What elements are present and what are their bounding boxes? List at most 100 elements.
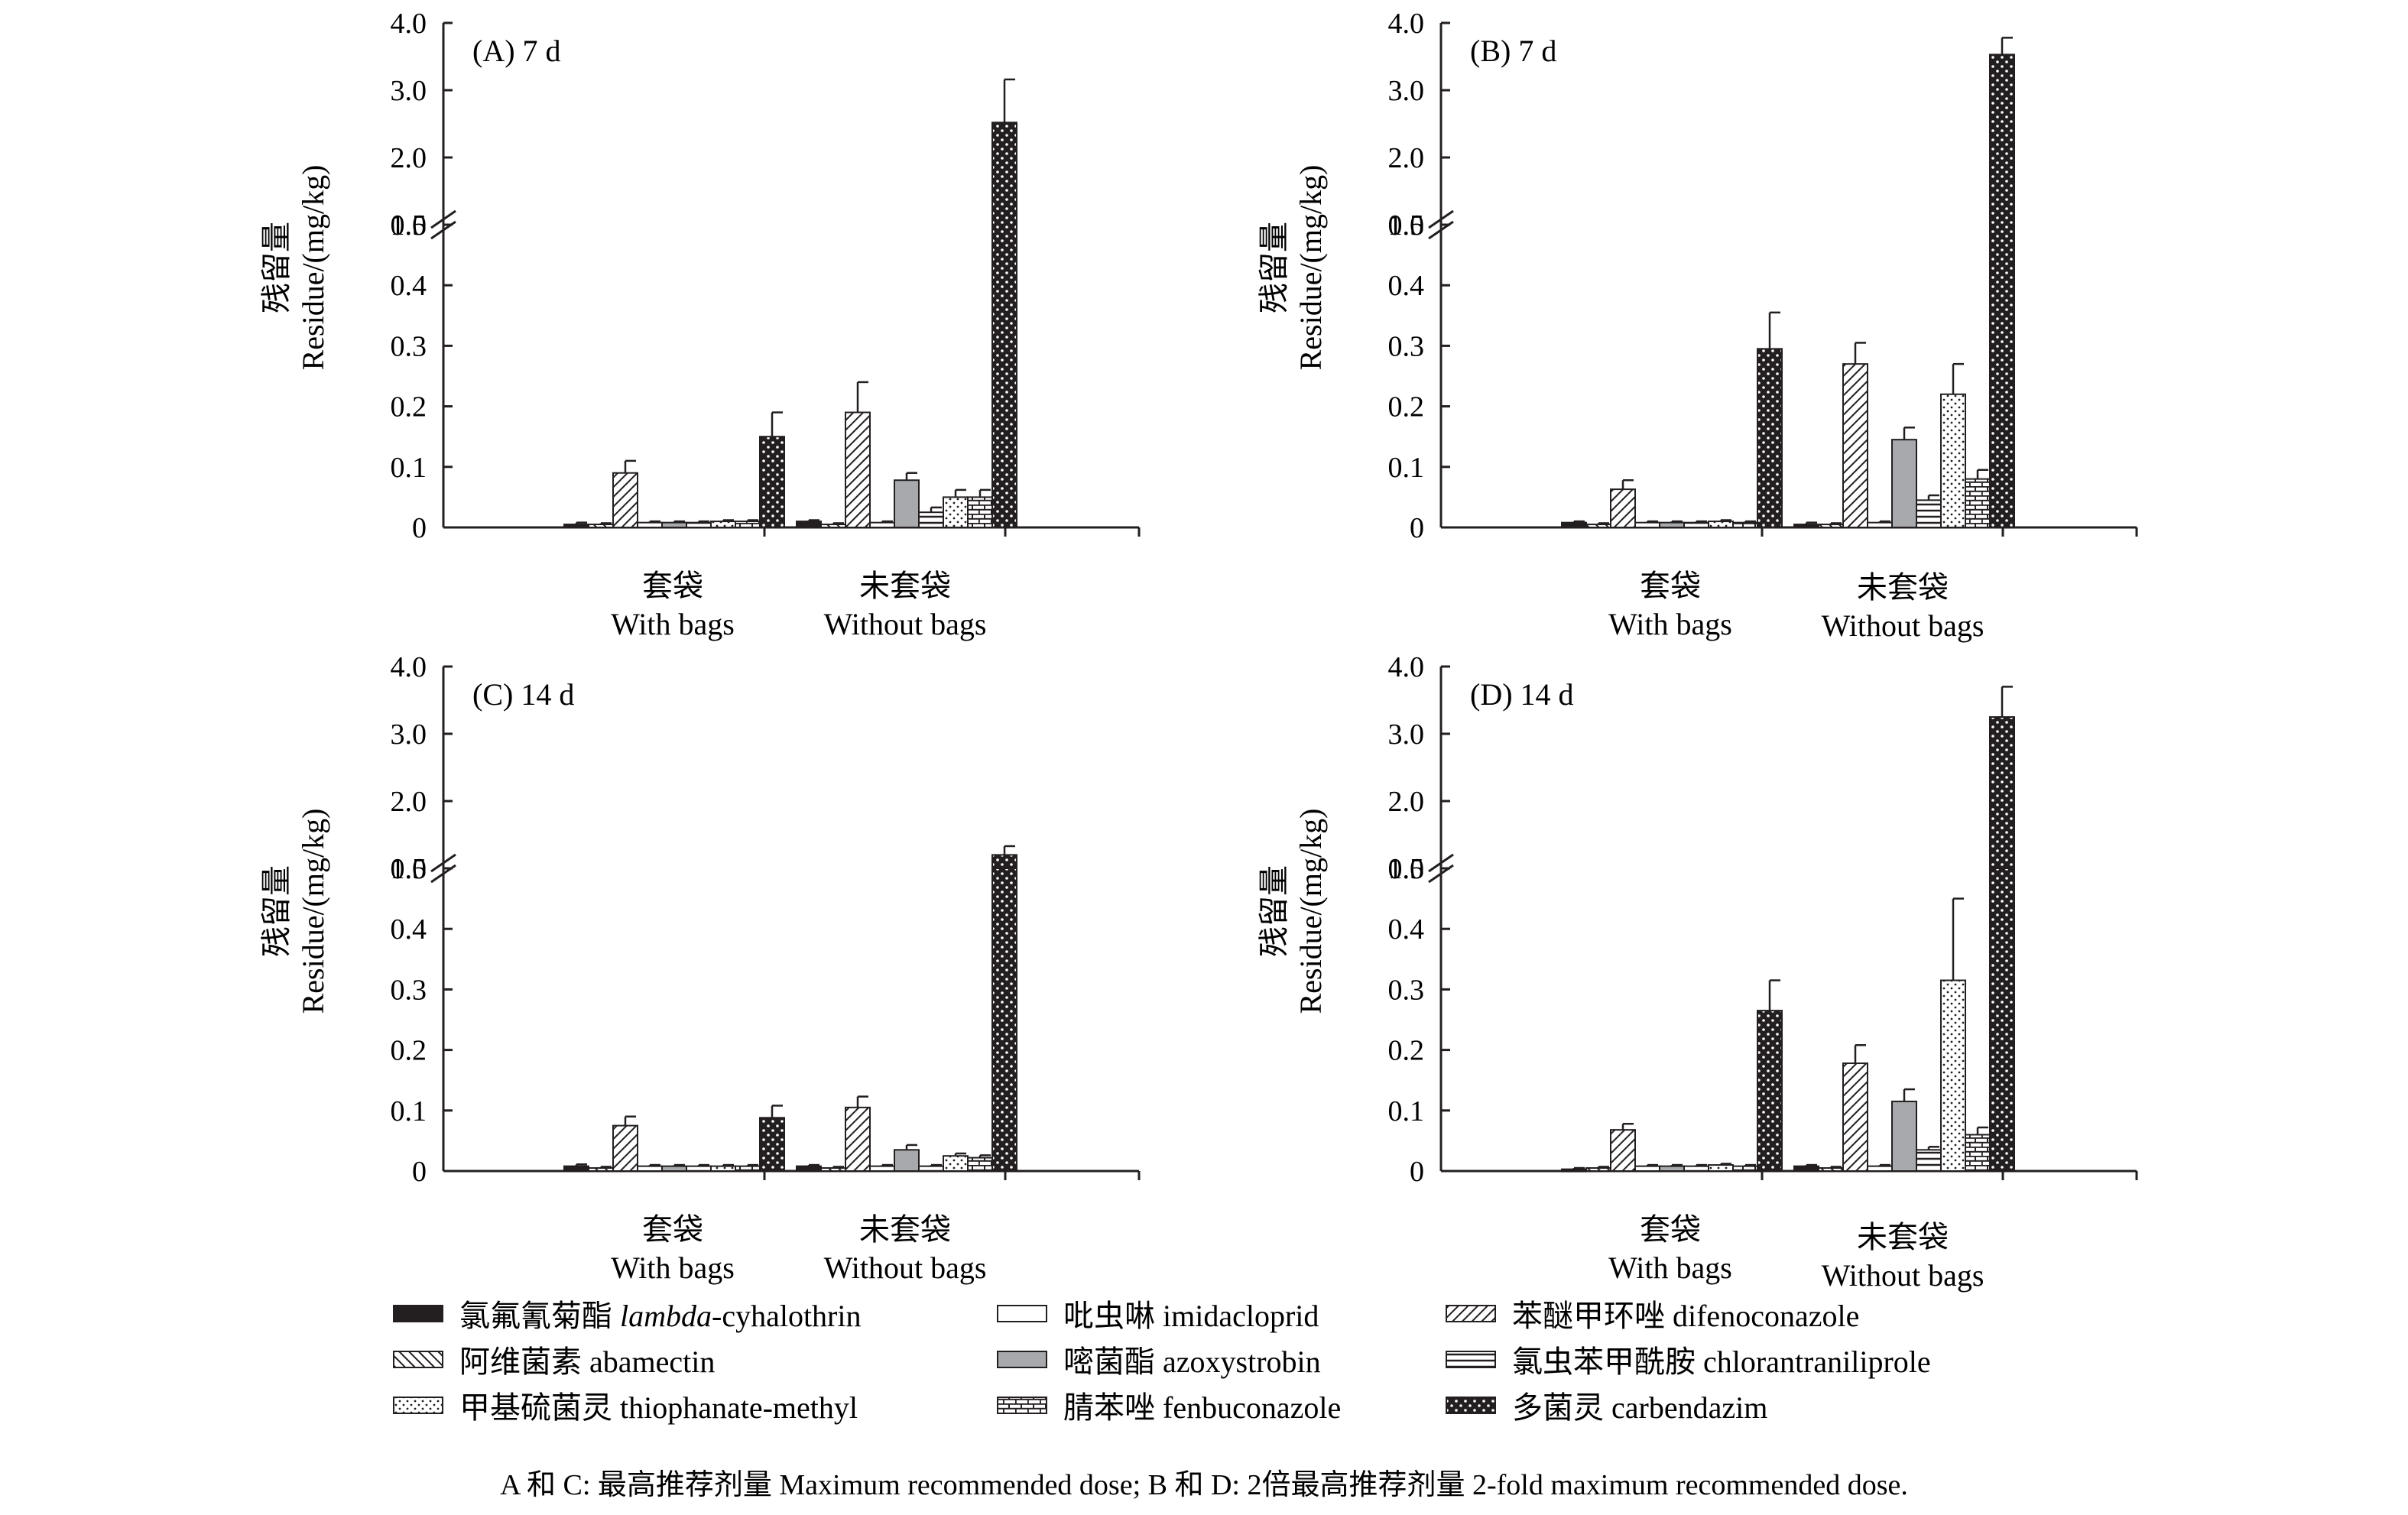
bar bbox=[1940, 979, 1966, 1173]
chart-panel-d: 0 0.1 0.2 0.3 0.4 0.51.0 2.0 3.0 4.0 残留量 Residue/(… bbox=[1257, 651, 2138, 1293]
bar bbox=[1965, 1134, 1991, 1172]
bar bbox=[1867, 1165, 1893, 1172]
y-tick-label: 4.0 bbox=[1388, 651, 1425, 683]
y-axis-title-en: Residue/(mg/kg) bbox=[296, 165, 330, 371]
y-axis-title-zh: 残留量 bbox=[259, 222, 294, 313]
y-axis-title-en: Residue/(mg/kg) bbox=[1293, 165, 1328, 371]
bar bbox=[991, 224, 1017, 528]
legend-swatch bbox=[997, 1397, 1047, 1414]
bar bbox=[943, 496, 969, 529]
bar bbox=[796, 521, 822, 529]
y-tick-label: 0.4 bbox=[1388, 913, 1425, 946]
y-tick-label: 0.4 bbox=[391, 270, 427, 302]
legend-swatch bbox=[393, 1305, 443, 1322]
category-label-zh: 套袋 bbox=[642, 569, 703, 603]
y-tick-label: 2.0 bbox=[1388, 142, 1425, 174]
bar bbox=[1732, 1165, 1758, 1172]
legend-item: 氯氟氰菊酯 lambda-cyhalothrin bbox=[393, 1299, 862, 1333]
category-label-zh: 未套袋 bbox=[859, 1212, 951, 1247]
bar bbox=[1965, 478, 1991, 529]
bar bbox=[894, 1149, 920, 1173]
y-tick-label: 2.0 bbox=[391, 142, 427, 174]
y-tick-label: 1.0 bbox=[1388, 853, 1425, 885]
bar bbox=[820, 524, 846, 528]
bar bbox=[686, 1165, 712, 1172]
y-tick-label: 1.0 bbox=[391, 209, 427, 242]
y-tick-label: 0 bbox=[412, 1156, 427, 1188]
chart-panel-c: 0 0.1 0.2 0.3 0.4 0.51.0 2.0 3.0 4.0 残留量 Residue/(… bbox=[259, 651, 1141, 1285]
bar bbox=[1683, 1165, 1709, 1172]
bar bbox=[1585, 1167, 1611, 1173]
bar bbox=[1989, 224, 2015, 528]
y-tick-label: 0.2 bbox=[1388, 391, 1425, 423]
y-axis-title-zh: 残留量 bbox=[1257, 222, 1291, 313]
bar bbox=[637, 521, 663, 529]
bar bbox=[1561, 1168, 1587, 1173]
legend-item: 吡虫啉 imidacloprid bbox=[997, 1299, 1319, 1333]
bar bbox=[735, 521, 761, 529]
bar bbox=[759, 436, 785, 529]
bar bbox=[1708, 1164, 1734, 1172]
legend-label: 多菌灵 carbendazim bbox=[1512, 1390, 1767, 1425]
y-tick-label: 0.2 bbox=[1388, 1035, 1425, 1067]
category-label-en: Without bags bbox=[1822, 1258, 1984, 1293]
legend-label: 甲基硫菌灵 thiophanate-methyl bbox=[459, 1390, 858, 1425]
legend-label: 嘧菌酯 azoxystrobin bbox=[1063, 1345, 1321, 1379]
y-axis-title-zh: 残留量 bbox=[1257, 865, 1291, 957]
bar bbox=[1891, 1100, 1917, 1173]
y-tick-label: 0.5 bbox=[1388, 853, 1425, 885]
bar bbox=[1634, 1165, 1660, 1172]
legend-swatch bbox=[1446, 1351, 1496, 1368]
bar bbox=[1818, 1167, 1844, 1173]
y-tick-label: 0.4 bbox=[391, 913, 427, 946]
bar bbox=[943, 1155, 969, 1172]
y-tick-label: 0.3 bbox=[1388, 330, 1425, 362]
bar bbox=[1683, 521, 1709, 529]
category-label-en: Without bags bbox=[824, 1251, 987, 1285]
bar bbox=[918, 1165, 944, 1172]
bar bbox=[1659, 1165, 1685, 1172]
chart-panel-b: 0 0.1 0.2 0.3 0.4 0.51.0 2.0 3.0 4.0 残留量 Residue/(… bbox=[1257, 8, 2138, 643]
legend-item: 苯醚甲环唑 difenoconazole bbox=[1446, 1299, 1859, 1333]
legend-label: 氯虫苯甲酰胺 chlorantraniliprole bbox=[1512, 1345, 1931, 1379]
bar bbox=[1610, 1129, 1636, 1173]
legend-label: 阿维菌素 abamectin bbox=[459, 1345, 715, 1379]
legend-label: 氯氟氰菊酯 lambda-cyhalothrin bbox=[459, 1299, 862, 1333]
category-label-zh: 未套袋 bbox=[1857, 570, 1949, 605]
bar bbox=[1842, 363, 1868, 528]
legend-swatch bbox=[997, 1305, 1047, 1322]
bar bbox=[845, 1106, 871, 1172]
category-label-en: With bags bbox=[1608, 1251, 1732, 1285]
y-tick-label: 0.5 bbox=[391, 209, 427, 242]
bar bbox=[1916, 1149, 1942, 1173]
y-tick-label: 0.5 bbox=[391, 853, 427, 885]
panel-label: (A) 7 d bbox=[472, 34, 561, 68]
axis-break-mark bbox=[1428, 853, 1454, 873]
bar bbox=[1989, 54, 2015, 225]
y-tick-label: 0.1 bbox=[1388, 452, 1425, 484]
axis-break-mark bbox=[430, 209, 456, 229]
legend-item: 嘧菌酯 azoxystrobin bbox=[997, 1345, 1321, 1379]
bar bbox=[1891, 439, 1917, 528]
bar bbox=[1989, 716, 2015, 869]
bar bbox=[563, 1165, 589, 1172]
y-tick-label: 0 bbox=[412, 512, 427, 544]
y-tick-label: 3.0 bbox=[391, 75, 427, 107]
bar bbox=[991, 868, 1017, 1172]
bar bbox=[967, 1157, 993, 1173]
bar bbox=[661, 1165, 687, 1172]
panel-label: (D) 14 d bbox=[1470, 677, 1574, 712]
bar bbox=[1757, 348, 1783, 528]
axis-break-mark bbox=[1428, 209, 1454, 229]
legend-label: 苯醚甲环唑 difenoconazole bbox=[1512, 1299, 1859, 1333]
y-tick-label: 0.1 bbox=[1388, 1095, 1425, 1127]
category-label-en: Without bags bbox=[1822, 608, 1984, 643]
bar bbox=[637, 1165, 663, 1172]
category-label-en: With bags bbox=[611, 607, 735, 641]
y-tick-label: 4.0 bbox=[391, 8, 427, 40]
legend-item: 阿维菌素 abamectin bbox=[393, 1345, 715, 1379]
category-label-en: With bags bbox=[1608, 607, 1732, 641]
bar bbox=[1818, 524, 1844, 528]
